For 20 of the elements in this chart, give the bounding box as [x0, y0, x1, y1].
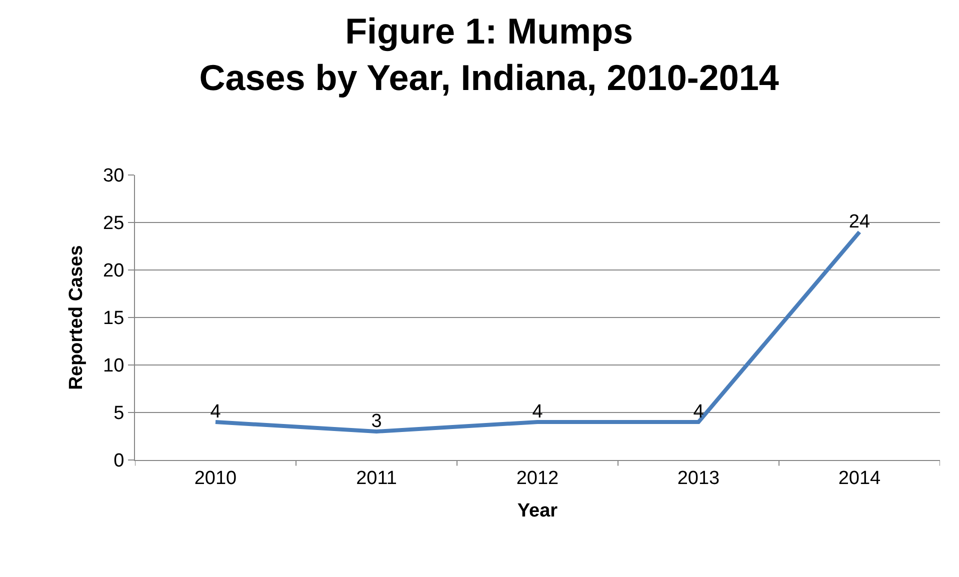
y-tick-label: 15 — [103, 308, 124, 330]
y-axis-title: Reported Cases — [66, 245, 87, 390]
data-label: 4 — [693, 401, 704, 422]
chart-title: Figure 1: Mumps Cases by Year, Indiana, 2010-2014 — [199, 10, 779, 98]
y-tick-label: 30 — [103, 166, 124, 187]
x-axis-title: Year — [517, 500, 558, 522]
y-tick-label: 5 — [114, 403, 124, 424]
y-tick-label: 0 — [114, 450, 124, 472]
data-label: 4 — [532, 401, 544, 422]
x-tick-label: 2012 — [516, 468, 559, 489]
x-tick-label: 2013 — [677, 468, 720, 489]
data-label: 4 — [210, 401, 222, 422]
data-label: 3 — [371, 410, 382, 432]
y-tick-label: 25 — [103, 213, 124, 234]
x-tick-label: 2011 — [356, 468, 397, 489]
y-tick-label: 10 — [103, 356, 124, 377]
y-tick-label: 20 — [103, 260, 124, 282]
data-label: 24 — [848, 211, 870, 232]
x-tick-label: 2010 — [194, 468, 237, 489]
x-tick-label: 2014 — [838, 468, 882, 489]
